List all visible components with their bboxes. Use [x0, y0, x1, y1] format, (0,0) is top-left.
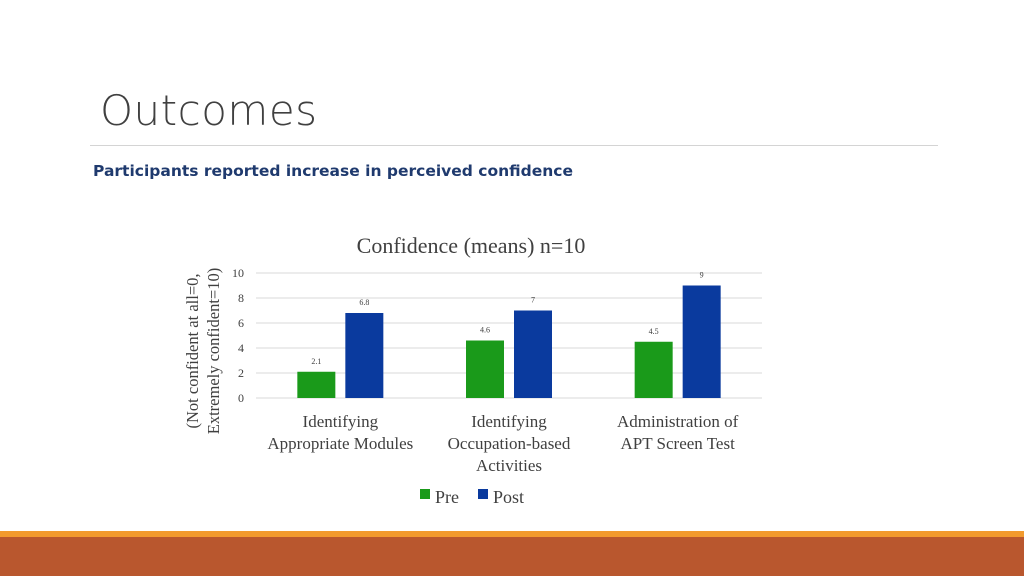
category-label: Administration of — [617, 412, 739, 431]
data-labels: 2.1 6.8 4.6 7 4.5 9 — [311, 271, 703, 366]
y-tick-label: 4 — [238, 341, 244, 355]
y-tick-label: 6 — [238, 316, 244, 330]
legend-swatch-pre — [420, 489, 430, 499]
bar-post — [514, 310, 552, 398]
y-axis-label: (Not confident at all=0, Extremely confid… — [183, 268, 223, 434]
category-label: Appropriate Modules — [267, 434, 413, 453]
data-label: 6.8 — [359, 298, 369, 307]
category-label: Activities — [476, 456, 542, 475]
bar-pre — [297, 371, 336, 398]
bar-pre — [634, 341, 673, 398]
category-label: Occupation-based — [448, 434, 571, 453]
bar-pre — [466, 340, 504, 398]
footer-accent-stripe — [0, 531, 1024, 537]
data-label: 4.6 — [480, 326, 490, 335]
legend-label-post: Post — [493, 487, 524, 507]
bars — [297, 285, 721, 398]
legend-label-pre: Pre — [435, 487, 459, 507]
category-label: Identifying — [303, 412, 379, 431]
y-tick-label: 8 — [238, 291, 244, 305]
data-label: 2.1 — [311, 357, 321, 366]
legend: Pre Post — [420, 487, 524, 507]
y-tick-label: 0 — [238, 391, 244, 405]
y-tick-label: 2 — [238, 366, 244, 380]
bar-post — [345, 313, 384, 398]
chart-svg: Confidence (means) n=10 (Not confident a… — [183, 233, 762, 507]
slide-title: Outcomes — [100, 86, 318, 135]
data-label: 7 — [531, 296, 535, 305]
data-label: 9 — [700, 271, 704, 280]
data-label: 4.5 — [649, 327, 659, 336]
category-labels: Identifying Appropriate Modules Identifyin… — [267, 412, 738, 475]
y-axis-label-line: (Not confident at all=0, — [183, 273, 202, 428]
footer-bar — [0, 537, 1024, 576]
title-divider — [90, 145, 938, 146]
category-label: APT Screen Test — [620, 434, 735, 453]
y-tick-label: 10 — [232, 266, 244, 280]
y-axis-label-line: Extremely confident=10) — [204, 268, 223, 434]
category-label: Identifying — [471, 412, 547, 431]
slide-subtitle: Participants reported increase in percei… — [93, 162, 573, 180]
legend-swatch-post — [478, 489, 488, 499]
y-tick-labels: 0 2 4 6 8 10 — [232, 266, 244, 405]
confidence-chart: Confidence (means) n=10 (Not confident a… — [170, 225, 790, 515]
bar-post — [682, 285, 721, 398]
chart-title: Confidence (means) n=10 — [357, 233, 586, 258]
gridlines — [256, 272, 762, 399]
